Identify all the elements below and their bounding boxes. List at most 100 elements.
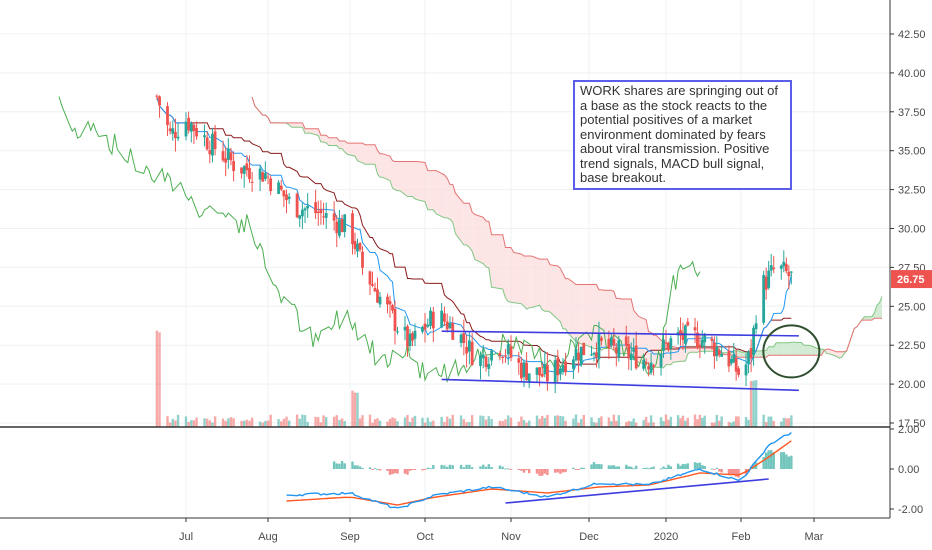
volume-bar [258, 421, 262, 427]
volume-bar [747, 419, 750, 427]
candle-body [361, 251, 364, 268]
cloud-segment [601, 289, 604, 351]
volume-bar [790, 415, 793, 427]
volume-bar [261, 422, 264, 427]
macd-histogram-bar [676, 463, 680, 469]
candle-body [538, 367, 541, 376]
volume-bar [541, 415, 544, 427]
candle-body [388, 300, 392, 305]
volume-bar [298, 418, 301, 427]
volume-bar [371, 422, 374, 427]
candle-body [261, 172, 265, 182]
volume-bar [351, 390, 354, 427]
ichimoku-lines [58, 96, 883, 384]
x-tick-label: Aug [258, 531, 278, 543]
candle-body [287, 196, 291, 200]
volume-bar [667, 419, 670, 427]
macd-histogram-bar [490, 466, 493, 469]
candle-body [279, 185, 283, 190]
cloud-segment [491, 234, 495, 288]
macd-histogram-bar [610, 465, 613, 469]
candle-body [448, 323, 452, 329]
volume-bar [413, 415, 417, 427]
volume-bar [396, 421, 399, 427]
macd-histogram-bar [432, 464, 435, 469]
volume-bar [730, 422, 733, 427]
volume-bar [701, 417, 704, 427]
macd-histogram-bar [617, 466, 621, 469]
volume-bar [332, 416, 336, 427]
cloud-segment [638, 316, 647, 365]
candle-body [376, 289, 379, 303]
cloud-segment [344, 140, 348, 155]
cloud-segment [682, 348, 686, 362]
candle-body [737, 368, 740, 375]
cloud-segment [613, 291, 617, 354]
macd-histogram-bar [403, 469, 407, 474]
candle-body [556, 357, 560, 376]
cloud-segment [380, 153, 383, 178]
volume-bar [266, 420, 270, 427]
candle-body [479, 355, 482, 366]
cloud-segment [323, 135, 327, 143]
volume-bar [762, 414, 765, 427]
volume-bar [681, 415, 685, 427]
macd-tick-label: 0.00 [898, 464, 919, 476]
volume-bar [572, 418, 575, 427]
cloud-segment [400, 161, 408, 197]
candle-body [582, 342, 586, 355]
cloud-segment [305, 128, 308, 134]
volume-bar [710, 422, 714, 427]
volume-bar [522, 419, 526, 427]
cloud-segment [631, 298, 634, 357]
volume-bar [190, 420, 193, 427]
candle-body [617, 340, 621, 358]
volume-bar [264, 421, 267, 427]
macd-histogram-bar [509, 469, 513, 470]
macd-histogram-bar [520, 469, 523, 471]
volume-bar [597, 417, 601, 427]
macd-histogram-bar [408, 469, 412, 471]
volume-bar [734, 416, 738, 427]
volume-bar [780, 421, 783, 427]
cloud-segment [357, 143, 360, 162]
cloud-segment [511, 247, 514, 303]
candle-body [314, 202, 318, 214]
cloud-segment [776, 342, 784, 356]
x-tick-label: Sep [340, 531, 360, 543]
volume-bar [659, 417, 663, 427]
cloud-segment [707, 348, 715, 352]
candle-body [686, 321, 690, 326]
cloud-segment [557, 266, 561, 322]
macd-histogram-bar [482, 464, 485, 469]
candle-body [652, 365, 655, 368]
candle-body [391, 305, 394, 311]
y-tick-label: 25.00 [898, 301, 926, 313]
macd-histogram-bar [634, 465, 638, 469]
volume-bar [744, 416, 748, 427]
candle-body [242, 166, 246, 174]
volume-bar [277, 419, 280, 427]
volume-bar [525, 422, 528, 427]
cloud-segment [801, 342, 804, 356]
macd-histogram-bar [353, 465, 357, 469]
cloud-segment [472, 212, 475, 260]
volume-bar [652, 422, 655, 427]
y-tick-label: 22.50 [898, 340, 926, 352]
cloud-segment [524, 255, 527, 310]
macd-histogram-bar [396, 469, 399, 474]
candle-body [574, 348, 578, 361]
volume-bar [295, 414, 299, 427]
cloud-segment [651, 332, 654, 368]
volume-bar [245, 419, 249, 427]
macd-tick-label: -2.00 [898, 504, 923, 516]
cloud-segment [699, 348, 703, 352]
macd-histogram-bar [669, 466, 673, 469]
x-tick-label: Nov [501, 531, 521, 543]
cloud-segment [425, 162, 428, 210]
candle-body [195, 128, 198, 137]
macd-histogram-bar [612, 465, 616, 469]
cloud-segment [628, 298, 632, 355]
volume-bar [468, 421, 471, 427]
